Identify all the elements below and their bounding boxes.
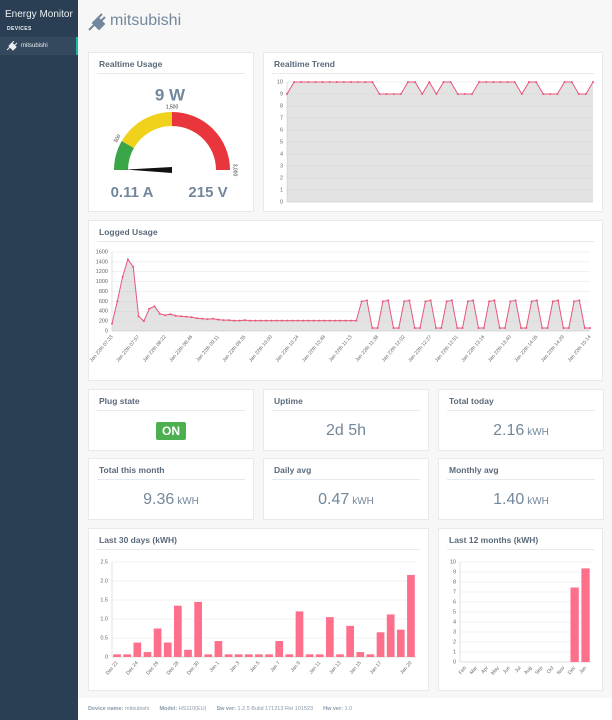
stat-title: Monthly avg [449, 465, 499, 475]
panel: Logged Usage [88, 220, 603, 381]
stat-title: Daily avg [274, 465, 312, 475]
divider [97, 479, 245, 480]
panel-title: Last 30 days (kWH) [99, 535, 177, 545]
stat-panel: Total today 2.16 kWH [438, 389, 604, 451]
footer-label: Device name: [88, 706, 124, 712]
plug-icon [88, 13, 106, 31]
stat-title: Plug state [99, 396, 140, 406]
stat-unit: kWH [177, 496, 199, 507]
stat-title: Total today [449, 396, 494, 406]
panel: Realtime Usage [88, 52, 254, 212]
divider [447, 410, 595, 411]
stat-title: Total this month [99, 465, 165, 475]
stat-panel: Plug state ON [88, 389, 254, 451]
stat-unit: kWH [527, 496, 549, 507]
section-label: DEVICES [7, 26, 32, 32]
stat-panel: Uptime 2d 5h [263, 389, 429, 451]
stat-value-box: 2d 5h [264, 422, 428, 440]
plug-state: ON [156, 422, 186, 440]
stat-value-box: ON [89, 422, 253, 440]
stat-value-box: 1.40 kWH [439, 491, 603, 509]
panel: Realtime Trend [263, 52, 603, 212]
divider [97, 410, 245, 411]
divider [272, 479, 420, 480]
stat-panel: Daily avg 0.47 kWH [263, 458, 429, 520]
stat-value: 0.47 [318, 491, 350, 508]
footer-label: Sw ver: [216, 706, 237, 712]
footer: Device name: mitsubishi Model: HS110(EU) S… [78, 698, 612, 720]
panel: Last 30 days (kWH) [88, 528, 429, 691]
stat-value: 2.16 [493, 422, 525, 439]
stat-value: 9.36 [143, 491, 175, 508]
device-item[interactable]: mitsubishi [0, 37, 78, 55]
footer-value: mitsubishi [125, 706, 150, 712]
panel-title: Realtime Trend [274, 59, 335, 69]
divider [272, 410, 420, 411]
stat-unit: kWH [352, 496, 374, 507]
sidebar: Energy Monitor DEVICES mitsubishi [0, 0, 78, 720]
stat-value-box: 2.16 kWH [439, 422, 603, 440]
panel-title: Realtime Usage [99, 59, 163, 69]
footer-label: Model: [159, 706, 178, 712]
brand: Energy Monitor [5, 9, 73, 20]
plug-icon [6, 41, 18, 51]
panel: Last 12 months (kWH) [438, 528, 603, 691]
stat-unit: kWH [527, 427, 549, 438]
stat-title: Uptime [274, 396, 303, 406]
stat-panel: Total this month 9.36 kWH [88, 458, 254, 520]
stat-panel: Monthly avg 1.40 kWH [438, 458, 604, 520]
footer-value: 1.2.5 Build 171213 Rel 101523 [237, 706, 314, 712]
device-name: mitsubishi [21, 43, 48, 49]
panel-title: Last 12 months (kWH) [449, 535, 539, 545]
stat-value-box: 0.47 kWH [264, 491, 428, 509]
footer-label: Hw ver: [323, 706, 343, 712]
panel-title: Logged Usage [99, 227, 158, 237]
stat-value-box: 9.36 kWH [89, 491, 253, 509]
footer-value: HS110(EU) [178, 706, 207, 712]
stat-value: 2d 5h [325, 422, 367, 439]
stat-value: 1.40 [493, 491, 525, 508]
divider [447, 479, 595, 480]
page-title: mitsubishi [110, 12, 182, 29]
footer-value: 1.0 [344, 706, 353, 712]
